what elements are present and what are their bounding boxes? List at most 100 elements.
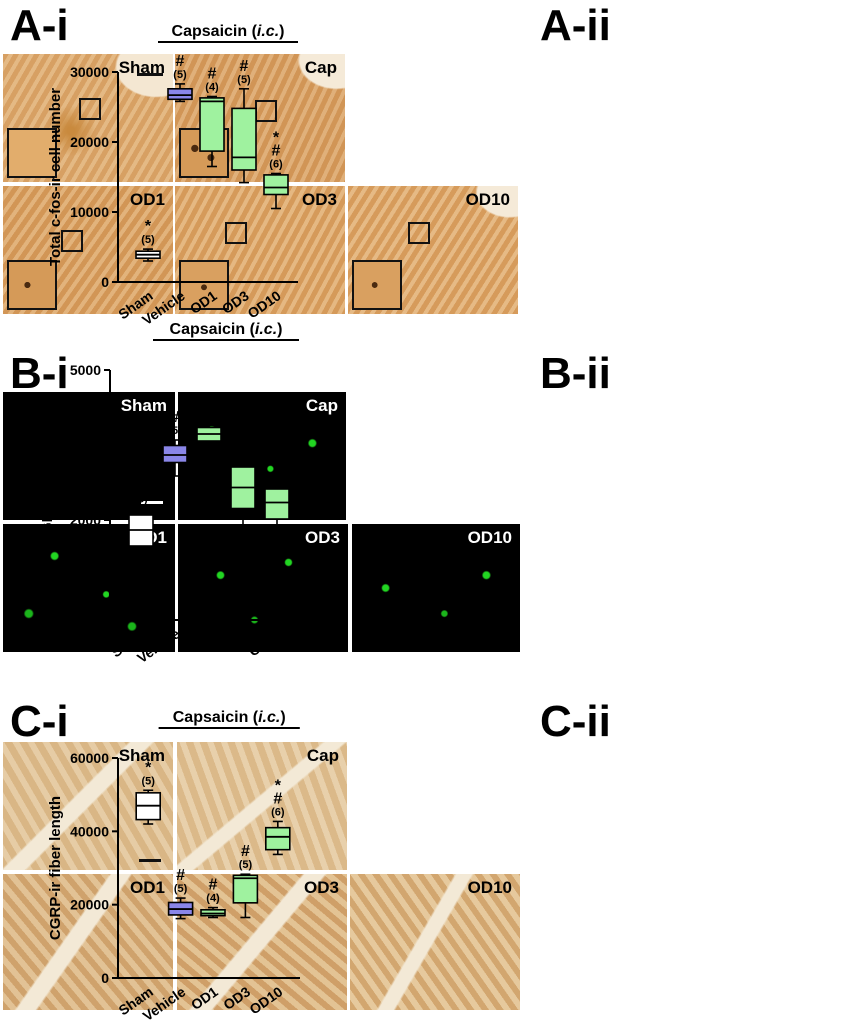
micrograph-b-cap: Cap: [178, 392, 346, 520]
bracket-label-close: ): [280, 709, 285, 726]
panel-label-c-i: C-i: [10, 697, 69, 746]
y-tick-label: 20000: [70, 897, 109, 913]
micrograph-label: OD10: [467, 878, 512, 897]
box-vehicle: [167, 87, 193, 101]
sample-size-label: (5): [236, 441, 250, 453]
y-tick-label: 5000: [70, 362, 101, 378]
significance-mark: *: [145, 218, 152, 235]
micrograph-c-od10: OD10: [350, 874, 520, 1010]
sample-size-label: (4): [205, 82, 219, 94]
scale-bar: [137, 73, 163, 76]
box-od10: [263, 174, 289, 196]
y-tick-label: 60000: [70, 750, 109, 766]
sample-size-label: (5): [168, 425, 182, 437]
micrograph-b-od10: OD10: [352, 524, 520, 652]
panel-label-a-ii: A-ii: [540, 1, 611, 50]
significance-mark: *: [274, 417, 281, 434]
significance-mark: #: [205, 394, 214, 411]
box-od1: [199, 97, 225, 152]
bracket-label-main: Capsaicin (: [173, 709, 259, 726]
region-of-interest-box: [408, 222, 430, 244]
sample-size-label: (6): [270, 446, 284, 458]
significance-mark: #: [273, 790, 282, 807]
significance-mark: #: [273, 430, 282, 447]
micrograph-c-cap: Cap: [177, 742, 347, 870]
significance-mark: #: [272, 143, 281, 160]
sample-size-label: (6): [269, 159, 283, 171]
sample-size-label: (5): [237, 74, 251, 86]
box-plot-c-fos: 0 10000 20000 30000 Total c-fos-ir cell numb…: [47, 23, 298, 328]
significance-mark: #: [241, 843, 250, 860]
significance-mark: #: [171, 409, 180, 426]
y-tick-label: 4000: [70, 412, 101, 428]
micrograph-a-od3: OD3: [175, 186, 345, 314]
micrograph-label: Cap: [306, 746, 339, 765]
y-axis-label: CGRP-ir fiber length: [47, 796, 64, 940]
bracket-label-close: ): [279, 23, 284, 40]
bracket-label-italic: i.c.: [258, 709, 280, 726]
box-od3: [231, 107, 257, 171]
micrograph-label: Sham: [118, 58, 165, 77]
y-tick-label: 10000: [70, 204, 109, 220]
sample-size-label: (5): [134, 494, 148, 506]
micrograph-label: Cap: [304, 58, 337, 77]
sample-size-label: (4): [202, 410, 216, 422]
micrograph-label: OD1: [130, 878, 165, 897]
region-of-interest-box: [79, 98, 101, 120]
significance-mark: #: [208, 66, 217, 83]
y-tick-label: 2000: [70, 512, 101, 528]
region-of-interest-box: [255, 100, 277, 122]
sample-size-label: (5): [174, 883, 188, 895]
micrograph-b-od3: OD3: [178, 524, 348, 652]
region-of-interest-box: [225, 222, 247, 244]
significance-mark: *: [275, 777, 282, 794]
bracket-label-italic: i.c.: [257, 23, 279, 40]
micrograph-label: Cap: [305, 396, 338, 415]
significance-mark: *: [138, 478, 145, 495]
box-od10: [264, 826, 291, 851]
micrograph-label: Sham: [118, 746, 165, 765]
micrograph-a-od1: OD1: [3, 186, 173, 314]
panel-label-b-ii: B-ii: [540, 349, 611, 398]
y-tick-label: 0: [93, 612, 101, 628]
micrograph-a-od10: OD10: [348, 186, 518, 314]
y-tick-label: 20000: [70, 134, 109, 150]
magnified-inset: [7, 260, 57, 310]
y-tick-label: 1000: [70, 562, 101, 578]
significance-mark: #: [176, 53, 185, 70]
sample-size-label: (6): [271, 806, 285, 818]
significance-mark: #: [176, 867, 185, 884]
bracket-label-italic: i.c.: [255, 321, 277, 338]
bracket-label: Capsaicin (i.c.): [172, 23, 285, 40]
y-tick-label: 3000: [70, 462, 101, 478]
y-tick-label: 40000: [70, 823, 109, 839]
panel-label-b-i: B-i: [10, 349, 69, 398]
sample-size-label: (5): [141, 234, 155, 246]
bracket-label-main: Capsaicin (: [172, 23, 258, 40]
magnified-inset: [179, 260, 229, 310]
micrograph-label: OD1: [130, 190, 165, 209]
sample-size-label: (5): [239, 859, 253, 871]
micrograph-label: OD3: [302, 190, 337, 209]
magnified-inset: [7, 128, 57, 178]
micrograph-c-od1: OD1: [3, 874, 173, 1010]
significance-mark: #: [240, 58, 249, 75]
significance-mark: #: [239, 425, 248, 442]
box-od10: [264, 488, 290, 520]
box-vehicle: [162, 444, 188, 464]
bracket-label-close: ): [277, 321, 282, 338]
micrograph-label: Sham: [120, 396, 167, 415]
micrograph-a-sham: Sham: [3, 54, 173, 182]
micrograph-label: OD3: [304, 878, 339, 897]
significance-mark: #: [209, 877, 218, 894]
box-plot-cgrp-fiber-length: 0 20000 40000 60000 CGRP-ir fiber length (5) *…: [47, 709, 300, 1024]
micrograph-label: OD3: [305, 528, 340, 547]
sample-size-label: (5): [173, 69, 187, 81]
bracket-label: Capsaicin (i.c.): [170, 321, 283, 338]
panel-label-a-i: A-i: [10, 1, 69, 50]
y-tick-label: 0: [101, 970, 109, 986]
significance-mark: *: [240, 412, 247, 429]
magnified-inset: [352, 260, 402, 310]
region-of-interest-box: [61, 230, 83, 252]
